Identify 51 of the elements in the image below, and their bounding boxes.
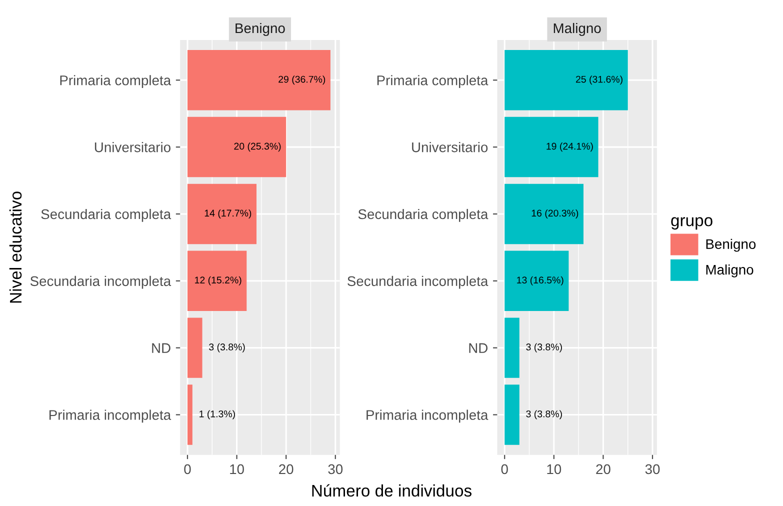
x-tick-label: 20 bbox=[596, 464, 610, 474]
y-tick-label: Secundaria completa bbox=[41, 208, 172, 222]
y-tick-label: ND bbox=[469, 343, 488, 353]
bar bbox=[504, 318, 520, 378]
data-label: 3 (3.8%) bbox=[526, 410, 562, 420]
data-label: 29 (36.7%) bbox=[278, 76, 326, 85]
y-tick-label: Secundaria incompleta bbox=[30, 276, 172, 289]
x-tick-label: 20 bbox=[279, 464, 294, 474]
y-tick-label: Primaria incompleta bbox=[49, 410, 172, 423]
data-label: 1 (1.3%) bbox=[200, 410, 235, 420]
legend-label: Maligno bbox=[706, 264, 754, 278]
data-label: 14 (17.7%) bbox=[204, 209, 252, 218]
data-label: 19 (24.1%) bbox=[546, 142, 593, 152]
bar bbox=[187, 116, 286, 178]
bar bbox=[504, 250, 569, 312]
x-tick-label: 30 bbox=[645, 464, 660, 474]
bar bbox=[504, 384, 520, 445]
data-label: 16 (20.3%) bbox=[532, 209, 578, 218]
data-label: 25 (31.6%) bbox=[576, 76, 622, 85]
y-tick-label: Primaria incompleta bbox=[366, 410, 488, 423]
bar bbox=[187, 250, 247, 312]
data-label: 20 (25.3%) bbox=[234, 142, 281, 152]
bar bbox=[187, 318, 202, 378]
y-tick-label: Primaria completa bbox=[377, 75, 488, 88]
chart-title: Maligno bbox=[554, 22, 601, 36]
data-label: 3 (3.8%) bbox=[209, 343, 245, 352]
bar bbox=[504, 116, 598, 178]
x-tick-label: 10 bbox=[547, 464, 562, 474]
bar bbox=[504, 50, 628, 110]
data-label: 12 (15.2%) bbox=[195, 276, 242, 286]
x-tick-label: 0 bbox=[184, 464, 191, 474]
bar bbox=[187, 50, 330, 110]
y-tick-label: Secundaria incompleta bbox=[348, 276, 488, 289]
y-tick-label: Primaria completa bbox=[60, 75, 172, 88]
y-tick-label: Secundaria completa bbox=[358, 208, 488, 222]
bar bbox=[504, 184, 584, 244]
y-axis-title: Nivel educativo bbox=[9, 192, 22, 303]
legend-label: Benigno bbox=[706, 238, 756, 252]
y-tick-label: ND bbox=[152, 343, 170, 353]
chart-title: Benigno bbox=[236, 22, 285, 36]
data-label: 3 (3.8%) bbox=[526, 343, 562, 352]
y-tick-label: Universitario bbox=[94, 142, 170, 152]
data-label: 13 (16.5%) bbox=[517, 276, 564, 286]
x-tick-label: 30 bbox=[328, 464, 343, 474]
y-tick-label: Universitario bbox=[412, 142, 488, 152]
x-axis-title: Número de individuos bbox=[312, 484, 472, 497]
bar bbox=[187, 184, 257, 244]
x-tick-label: 10 bbox=[230, 464, 244, 474]
bar bbox=[187, 384, 192, 445]
x-tick-label: 0 bbox=[501, 464, 508, 474]
legend-title: grupo bbox=[671, 217, 712, 230]
